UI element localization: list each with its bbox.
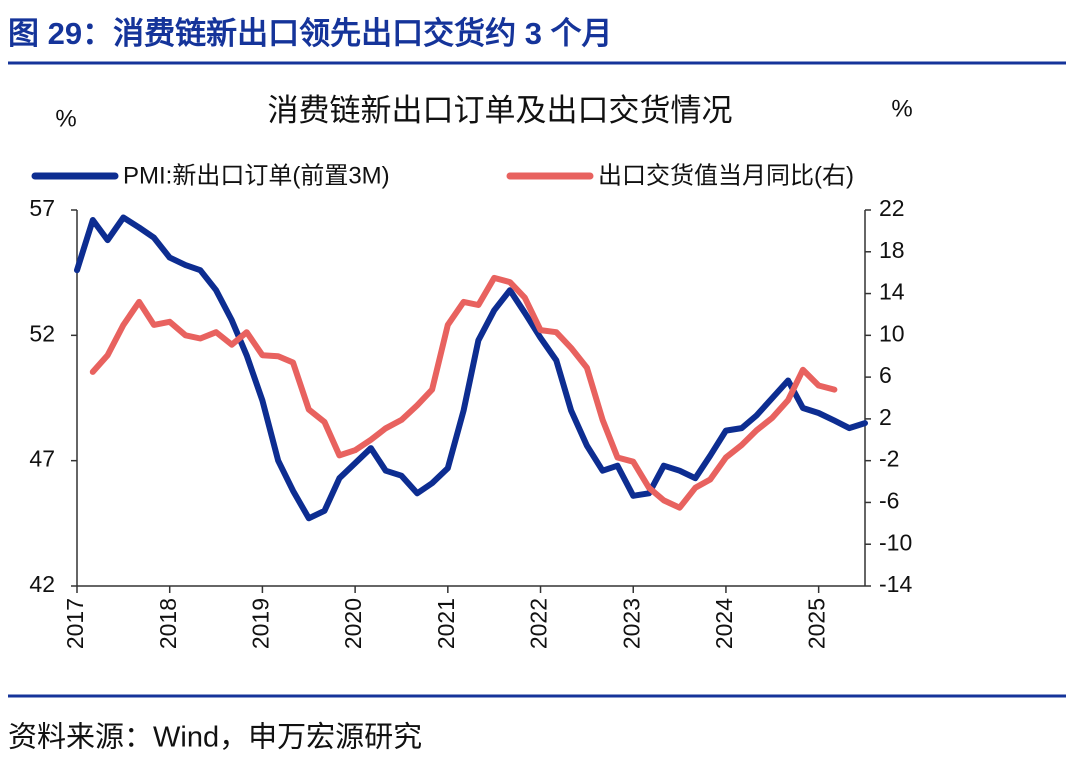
- y-tick-label: 47: [29, 446, 55, 472]
- y2-axis-unit: %: [891, 95, 912, 122]
- y2-tick-label: 6: [879, 362, 892, 388]
- y2-tick-label: 18: [879, 237, 905, 263]
- y2-tick-label: -10: [879, 529, 912, 555]
- y2-tick-label: -2: [879, 446, 899, 472]
- x-tick-label: 2019: [247, 598, 273, 649]
- y2-tick-label: -14: [879, 571, 912, 597]
- figure-title: 图 29：消费链新出口领先出口交货约 3 个月: [8, 16, 613, 51]
- source-note: 资料来源：Wind，申万宏源研究: [8, 721, 422, 754]
- y-tick-label: 52: [29, 320, 55, 346]
- y2-tick-label: 10: [879, 320, 905, 346]
- y2-tick-label: 2: [879, 404, 892, 430]
- y2-tick-label: 14: [879, 279, 905, 305]
- y2-tick-label: -6: [879, 488, 899, 514]
- x-tick-label: 2020: [340, 598, 366, 649]
- x-tick-label: 2018: [155, 598, 181, 649]
- legend-label: PMI:新出口订单(前置3M): [123, 162, 390, 189]
- x-tick-label: 2021: [433, 598, 459, 649]
- x-tick-label: 2023: [618, 598, 644, 649]
- y-tick-label: 42: [29, 571, 55, 597]
- chart-title: 消费链新出口订单及出口交货情况: [268, 93, 733, 128]
- series-line: [89, 274, 838, 511]
- x-tick-label: 2017: [62, 598, 88, 649]
- y-tick-label: 57: [29, 195, 55, 221]
- legend-label: 出口交货值当月同比(右): [598, 162, 854, 189]
- x-tick-label: 2022: [526, 598, 552, 649]
- x-tick-label: 2024: [711, 598, 737, 649]
- y2-tick-label: 22: [879, 195, 905, 221]
- series-line: [74, 214, 868, 522]
- y-axis-unit: %: [55, 105, 76, 132]
- x-tick-label: 2025: [804, 598, 830, 649]
